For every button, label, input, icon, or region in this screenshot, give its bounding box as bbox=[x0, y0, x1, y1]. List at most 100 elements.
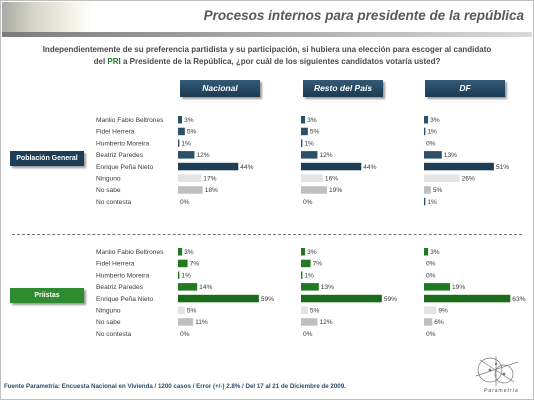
value-label-poblacion-general-nacional-enrique-pena-nieto: 44% bbox=[240, 164, 253, 171]
value-label-poblacion-general-nacional-fidel-herrera: 5% bbox=[187, 129, 197, 136]
bar-poblacion-general-nacional-beatriz-paredes bbox=[178, 151, 195, 159]
question-line-2: del PRI a Presidente de la República, ¿p… bbox=[93, 57, 441, 66]
value-label-poblacion-general-df-ninguno: 26% bbox=[462, 176, 475, 183]
panel-divider bbox=[12, 234, 522, 235]
survey-question: Independientemente de su preferencia par… bbox=[40, 44, 494, 68]
bar-poblacion-general-resto-del-pais-humberto-moreira bbox=[301, 139, 303, 147]
column-header-resto-del-pais: Resto del País bbox=[303, 80, 383, 97]
bar-priistas-nacional-enrique-pena-nieto bbox=[178, 294, 259, 303]
value-label-poblacion-general-resto-del-pais-fidel-herrera: 5% bbox=[310, 129, 320, 136]
bar-poblacion-general-resto-del-pais-fidel-herrera bbox=[301, 127, 308, 136]
value-label-poblacion-general-nacional-manlio-fabio-beltrones: 3% bbox=[184, 117, 194, 124]
bar-priistas-df-no-sabe bbox=[424, 318, 433, 326]
value-label-poblacion-general-resto-del-pais-no-contesta: 0% bbox=[303, 199, 313, 206]
bar-priistas-resto-del-pais-enrique-pena-nieto bbox=[301, 294, 382, 303]
value-label-priistas-df-fidel-herrera: 0% bbox=[426, 261, 436, 268]
value-label-priistas-resto-del-pais-beatriz-paredes: 13% bbox=[321, 284, 334, 291]
value-label-priistas-resto-del-pais-no-sabe: 12% bbox=[319, 319, 332, 326]
header-bar bbox=[2, 32, 532, 37]
bar-priistas-resto-del-pais-humberto-moreira bbox=[301, 271, 303, 279]
value-label-poblacion-general-df-fidel-herrera: 1% bbox=[427, 129, 437, 136]
value-label-poblacion-general-df-humberto-moreira: 0% bbox=[426, 140, 436, 147]
bar-poblacion-general-nacional-humberto-moreira bbox=[178, 139, 180, 147]
bar-priistas-nacional-no-sabe bbox=[178, 318, 194, 326]
value-label-priistas-df-no-sabe: 6% bbox=[434, 319, 444, 326]
bar-poblacion-general-df-no-sabe bbox=[424, 186, 431, 194]
value-label-poblacion-general-df-beatriz-paredes: 13% bbox=[444, 152, 457, 159]
bar-priistas-resto-del-pais-no-sabe bbox=[301, 318, 318, 326]
value-label-priistas-nacional-no-sabe: 11% bbox=[195, 319, 208, 326]
bar-priistas-resto-del-pais-ninguno bbox=[301, 306, 308, 314]
column-header-df: DF bbox=[425, 80, 505, 97]
bar-poblacion-general-nacional-no-sabe bbox=[178, 186, 203, 194]
bar-poblacion-general-resto-del-pais-enrique-pena-nieto bbox=[301, 162, 362, 171]
value-label-poblacion-general-nacional-beatriz-paredes: 12% bbox=[196, 152, 209, 159]
bar-priistas-df-ninguno bbox=[424, 306, 437, 314]
bar-priistas-resto-del-pais-manlio-fabio-beltrones bbox=[301, 248, 306, 256]
value-label-priistas-nacional-no-contesta: 0% bbox=[180, 331, 190, 338]
category-label-poblacion-general-manlio-fabio-beltrones: Manlio Fabio Beltrones bbox=[96, 117, 164, 124]
bar-poblacion-general-df-beatriz-paredes bbox=[424, 151, 442, 159]
value-label-priistas-df-ninguno: 9% bbox=[438, 308, 448, 315]
page-title: Procesos internos para presidente de la … bbox=[203, 8, 524, 23]
value-label-priistas-df-manlio-fabio-beltrones: 3% bbox=[430, 249, 440, 256]
value-label-poblacion-general-df-enrique-pena-nieto: 51% bbox=[496, 164, 509, 171]
bar-priistas-nacional-humberto-moreira bbox=[178, 271, 180, 279]
category-label-poblacion-general-beatriz-paredes: Beatriz Paredes bbox=[96, 152, 144, 159]
bar-poblacion-general-df-ninguno bbox=[424, 174, 460, 182]
bar-poblacion-general-resto-del-pais-beatriz-paredes bbox=[301, 151, 318, 159]
parametria-logo-icon bbox=[475, 356, 519, 386]
category-label-poblacion-general-ninguno: Ninguno bbox=[96, 176, 121, 183]
category-label-priistas-manlio-fabio-beltrones: Manlio Fabio Beltrones bbox=[96, 249, 164, 256]
value-label-priistas-resto-del-pais-no-contesta: 0% bbox=[303, 331, 313, 338]
bar-poblacion-general-df-no-contesta bbox=[424, 197, 426, 206]
bar-poblacion-general-resto-del-pais-manlio-fabio-beltrones bbox=[301, 116, 306, 124]
category-label-poblacion-general-no-contesta: No contesta bbox=[96, 199, 132, 206]
value-label-priistas-resto-del-pais-humberto-moreira: 1% bbox=[304, 272, 314, 279]
value-label-priistas-df-humberto-moreira: 0% bbox=[426, 272, 436, 279]
value-label-priistas-nacional-fidel-herrera: 7% bbox=[190, 261, 200, 268]
bar-poblacion-general-nacional-enrique-pena-nieto bbox=[178, 162, 239, 171]
value-label-poblacion-general-resto-del-pais-manlio-fabio-beltrones: 3% bbox=[307, 117, 317, 124]
value-label-poblacion-general-df-no-sabe: 5% bbox=[433, 187, 443, 194]
bar-poblacion-general-resto-del-pais-no-sabe bbox=[301, 186, 328, 194]
category-label-priistas-no-sabe: No sabe bbox=[96, 319, 121, 326]
panel-label-priistas: Priístas bbox=[10, 288, 84, 303]
category-label-poblacion-general-fidel-herrera: Fidel Herrera bbox=[96, 129, 135, 136]
bar-priistas-resto-del-pais-fidel-herrera bbox=[301, 259, 311, 268]
category-label-poblacion-general-no-sabe: No sabe bbox=[96, 187, 121, 194]
category-label-priistas-fidel-herrera: Fidel Herrera bbox=[96, 261, 135, 268]
bar-priistas-df-manlio-fabio-beltrones bbox=[424, 248, 429, 256]
value-label-poblacion-general-resto-del-pais-beatriz-paredes: 12% bbox=[319, 152, 332, 159]
value-label-priistas-nacional-enrique-pena-nieto: 59% bbox=[261, 296, 274, 303]
value-label-poblacion-general-resto-del-pais-enrique-pena-nieto: 44% bbox=[363, 164, 376, 171]
value-label-poblacion-general-resto-del-pais-ninguno: 16% bbox=[325, 176, 338, 183]
bar-priistas-nacional-manlio-fabio-beltrones bbox=[178, 248, 183, 256]
value-label-poblacion-general-resto-del-pais-no-sabe: 19% bbox=[329, 187, 342, 194]
bar-priistas-nacional-beatriz-paredes bbox=[178, 283, 198, 291]
category-label-priistas-enrique-pena-nieto: Enrique Peña Nieto bbox=[96, 296, 154, 303]
logo-text: Parametría bbox=[484, 388, 519, 394]
value-label-priistas-resto-del-pais-manlio-fabio-beltrones: 3% bbox=[307, 249, 317, 256]
panel-label-poblacion-general: Población General bbox=[10, 151, 84, 166]
bar-priistas-resto-del-pais-beatriz-paredes bbox=[301, 283, 319, 291]
bar-poblacion-general-resto-del-pais-ninguno bbox=[301, 174, 323, 182]
bar-priistas-nacional-ninguno bbox=[178, 306, 185, 314]
bar-priistas-nacional-fidel-herrera bbox=[178, 259, 188, 268]
value-label-poblacion-general-nacional-humberto-moreira: 1% bbox=[181, 140, 191, 147]
pri-highlight: PRI bbox=[107, 57, 121, 66]
value-label-poblacion-general-nacional-no-contesta: 0% bbox=[180, 199, 190, 206]
bar-priistas-df-enrique-pena-nieto bbox=[424, 294, 511, 303]
bar-poblacion-general-nacional-manlio-fabio-beltrones bbox=[178, 116, 183, 124]
question-line-1: Independientemente de su preferencia par… bbox=[42, 45, 492, 54]
value-label-poblacion-general-df-no-contesta: 1% bbox=[427, 199, 437, 206]
value-label-poblacion-general-resto-del-pais-humberto-moreira: 1% bbox=[304, 140, 314, 147]
footer-source: Fuente Parametría: Encuesta Nacional en … bbox=[4, 383, 346, 390]
bar-poblacion-general-nacional-fidel-herrera bbox=[178, 127, 185, 136]
value-label-priistas-resto-del-pais-fidel-herrera: 7% bbox=[313, 261, 323, 268]
value-label-priistas-nacional-manlio-fabio-beltrones: 3% bbox=[184, 249, 194, 256]
category-label-priistas-no-contesta: No contesta bbox=[96, 331, 132, 338]
value-label-poblacion-general-nacional-ninguno: 17% bbox=[203, 176, 216, 183]
category-label-poblacion-general-humberto-moreira: Humberto Moreira bbox=[96, 140, 149, 147]
